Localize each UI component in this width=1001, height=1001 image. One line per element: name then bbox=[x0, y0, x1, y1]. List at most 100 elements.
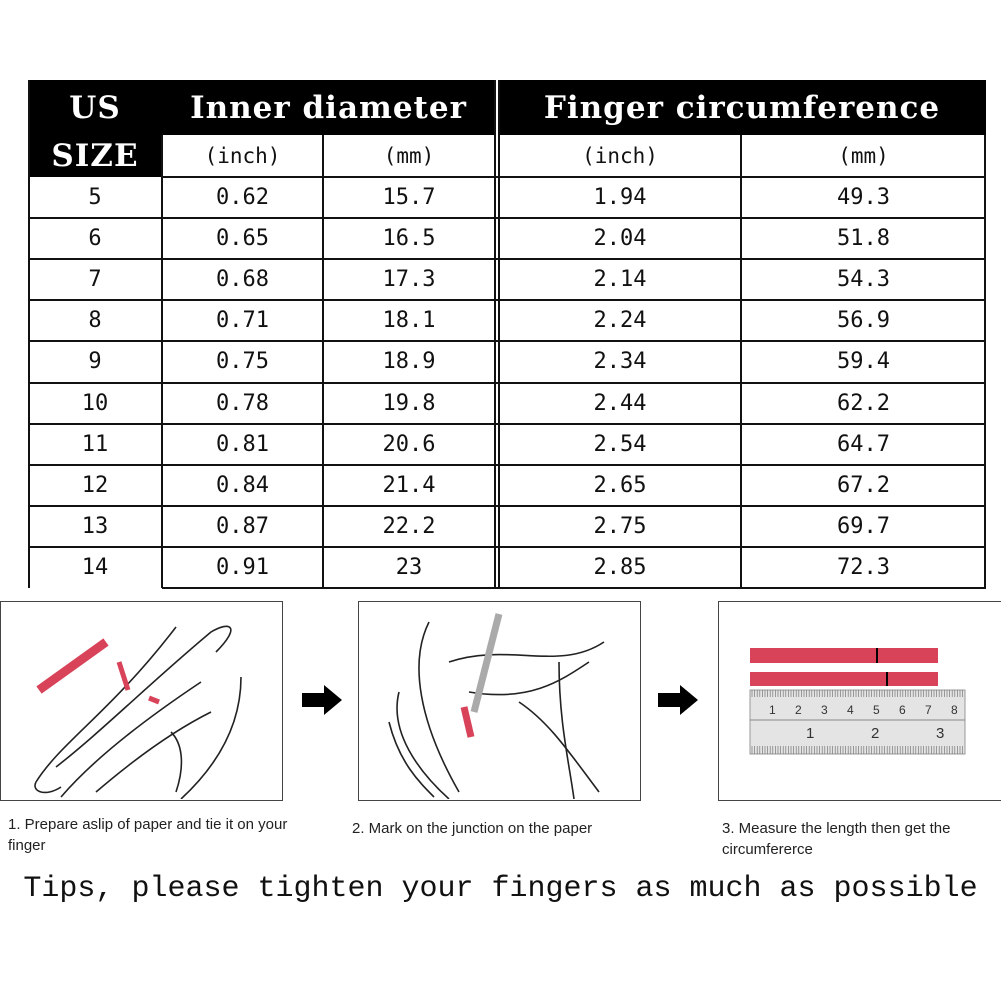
row-divider bbox=[28, 545, 162, 548]
table-cell: 49.3 bbox=[837, 185, 890, 211]
unit-inner-mm: (mm) bbox=[383, 144, 435, 168]
table-cell: 22.2 bbox=[382, 513, 436, 539]
table-cell: 0.84 bbox=[216, 472, 269, 498]
ruler-cm-label: 4 bbox=[847, 703, 854, 717]
table-cell: 13 bbox=[81, 513, 109, 539]
table-cell: 2.34 bbox=[593, 349, 647, 375]
table-cell: 51.8 bbox=[837, 226, 890, 252]
column-divider bbox=[740, 135, 742, 588]
unit-circ-inch: (inch) bbox=[582, 144, 658, 168]
ruler-inch-label: 2 bbox=[871, 725, 879, 742]
table-cell: 0.91 bbox=[216, 554, 269, 580]
row-divider bbox=[28, 422, 162, 425]
table-cell: 54.3 bbox=[837, 267, 890, 293]
table-cell: 2.44 bbox=[593, 390, 647, 416]
row-divider bbox=[28, 381, 162, 384]
ruler-cm-label: 8 bbox=[951, 703, 958, 717]
row-divider bbox=[162, 340, 986, 343]
column-divider bbox=[984, 135, 986, 588]
table-cell: 15.7 bbox=[382, 185, 436, 211]
table-cell: 72.3 bbox=[837, 554, 890, 580]
row-divider bbox=[28, 463, 162, 466]
unit-inner-inch: (inch) bbox=[204, 144, 281, 168]
header-size: SIZE bbox=[28, 135, 162, 177]
row-divider bbox=[162, 545, 986, 548]
table-cell: 2.65 bbox=[593, 472, 647, 498]
table-cell: 69.7 bbox=[837, 513, 890, 539]
paper-strips-and-ruler-icon: 1 2 3 4 5 6 7 81 2 3 bbox=[749, 648, 966, 755]
hand-with-paper-strip-icon bbox=[34, 625, 242, 800]
step2-illustration bbox=[358, 601, 641, 801]
row-divider bbox=[162, 422, 986, 425]
table-cell: 0.68 bbox=[216, 267, 269, 293]
row-divider bbox=[162, 299, 986, 302]
table-cell: 0.78 bbox=[216, 390, 269, 416]
table-cell: 62.2 bbox=[837, 390, 890, 416]
table-cell: 0.75 bbox=[216, 349, 269, 375]
row-divider bbox=[162, 463, 986, 466]
ruler-cm-label: 5 bbox=[873, 703, 880, 717]
row-divider bbox=[28, 258, 162, 261]
column-divider bbox=[161, 135, 163, 588]
table-cell: 0.81 bbox=[216, 431, 269, 457]
table-cell: 67.2 bbox=[837, 472, 890, 498]
column-divider bbox=[498, 80, 500, 588]
table-cell: 19.8 bbox=[382, 390, 436, 416]
header-finger-circumference: Finger circumference bbox=[498, 80, 986, 135]
row-divider bbox=[162, 258, 986, 261]
table-cell: 2.24 bbox=[593, 308, 647, 334]
table-cell: 18.9 bbox=[382, 349, 436, 375]
ruler-cm-label: 1 bbox=[769, 703, 776, 717]
arrow-right-icon bbox=[302, 685, 342, 715]
table-cell: 56.9 bbox=[837, 308, 890, 334]
column-divider bbox=[322, 135, 324, 588]
table-cell: 9 bbox=[88, 349, 102, 375]
table-cell: 12 bbox=[81, 472, 109, 498]
ruler-inch-label: 3 bbox=[936, 725, 944, 742]
table-cell: 2.04 bbox=[593, 226, 647, 252]
row-divider bbox=[28, 504, 162, 507]
row-divider bbox=[28, 299, 162, 302]
table-cell: 16.5 bbox=[382, 226, 436, 252]
table-cell: 21.4 bbox=[382, 472, 436, 498]
table-cell: 0.65 bbox=[216, 226, 269, 252]
step1-illustration bbox=[0, 601, 283, 801]
column-divider bbox=[28, 80, 30, 588]
table-cell: 17.3 bbox=[382, 267, 436, 293]
column-divider bbox=[494, 80, 496, 588]
ruler-cm-label: 2 bbox=[795, 703, 802, 717]
hand-marking-paper-icon bbox=[388, 613, 605, 800]
table-cell: 2.75 bbox=[593, 513, 647, 539]
ruler-cm-label: 3 bbox=[821, 703, 828, 717]
row-divider bbox=[28, 340, 162, 343]
table-cell: 14 bbox=[81, 554, 109, 580]
table-cell: 2.85 bbox=[593, 554, 647, 580]
arrow-right-icon bbox=[658, 685, 698, 715]
ruler-inch-label: 1 bbox=[806, 725, 814, 742]
table-cell: 0.71 bbox=[216, 308, 269, 334]
row-divider bbox=[162, 504, 986, 507]
table-cell: 6 bbox=[88, 226, 102, 252]
header-us: US bbox=[28, 80, 162, 135]
table-cell: 0.62 bbox=[216, 185, 269, 211]
step2-caption: 2. Mark on the junction on the paper bbox=[352, 820, 593, 837]
ruler-cm-label: 6 bbox=[899, 703, 906, 717]
table-cell: 5 bbox=[88, 185, 102, 211]
ring-size-table: US SIZE Inner diameter Finger circumfere… bbox=[28, 80, 986, 589]
table-cell: 8 bbox=[88, 308, 102, 334]
row-divider bbox=[162, 217, 986, 220]
table-cell: 2.14 bbox=[593, 267, 647, 293]
row-divider bbox=[162, 176, 986, 178]
table-cell: 10 bbox=[81, 390, 109, 416]
table-cell: 59.4 bbox=[837, 349, 890, 375]
table-cell: 2.54 bbox=[593, 431, 647, 457]
table-cell: 18.1 bbox=[382, 308, 436, 334]
table-cell: 11 bbox=[81, 431, 109, 457]
unit-circ-mm: (mm) bbox=[838, 144, 889, 168]
header-inner-diameter: Inner diameter bbox=[162, 80, 495, 135]
row-divider bbox=[162, 381, 986, 384]
tips-text: Tips, please tighten your fingers as muc… bbox=[23, 872, 978, 906]
table-cell: 1.94 bbox=[593, 185, 647, 211]
table-cell: 7 bbox=[88, 267, 102, 293]
